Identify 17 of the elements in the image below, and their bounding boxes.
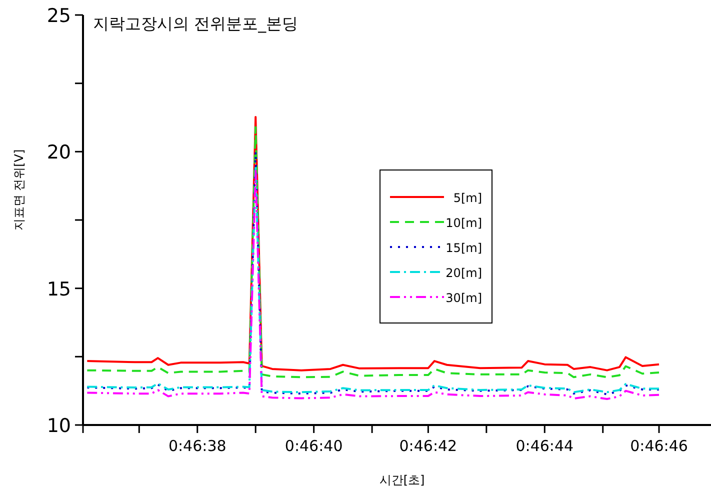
legend-label: 5[m] [453,191,482,205]
y-tick-label: 15 [46,278,71,300]
legend-label: 30[m] [446,291,482,305]
x-tick-label: 0:46:46 [630,437,688,455]
y-tick-label: 25 [46,5,71,27]
x-tick-label: 0:46:42 [399,437,458,455]
legend-label: 10[m] [446,216,482,230]
y-tick-label: 20 [46,142,71,164]
x-tick-label: 0:46:38 [168,437,226,455]
y-axis-title: 지표면 전위[V] [12,149,26,231]
x-axis-title: 시간[초] [379,473,425,487]
chart-title: 지락고장시의 전위분포_본딩 [93,14,298,33]
legend-label: 15[m] [446,241,482,255]
x-tick-label: 0:46:44 [516,437,574,455]
legend-label: 20[m] [446,266,482,280]
x-tick-label: 0:46:40 [284,437,343,455]
y-tick-label: 10 [46,415,71,437]
